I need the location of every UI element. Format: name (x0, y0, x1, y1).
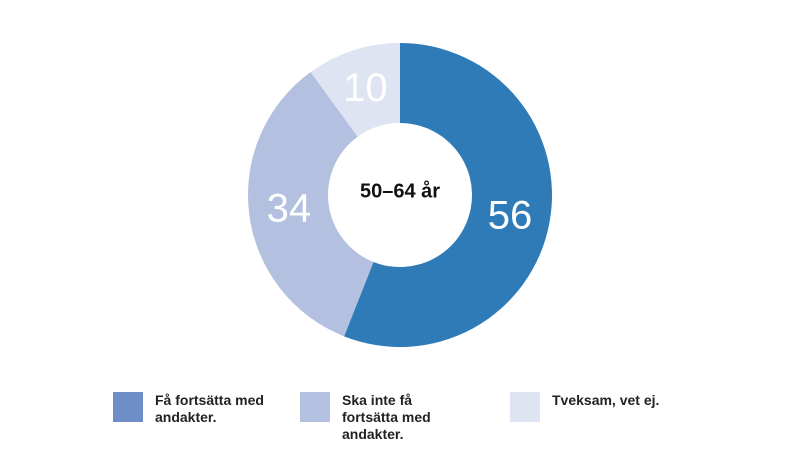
legend-item: Tveksam, vet ej. (510, 392, 677, 422)
center-label: 50–64 år (360, 179, 440, 202)
value-label: 10 (343, 66, 388, 110)
legend-label: Få fortsätta med andakter. (155, 392, 264, 425)
legend-item: Ska inte få fortsätta med andakter. (300, 392, 467, 443)
legend-swatch (300, 392, 330, 422)
donut-slice (248, 72, 374, 337)
legend-label: Ska inte få fortsätta med andakter. (342, 392, 431, 442)
value-label: 34 (267, 187, 312, 231)
legend-swatch (510, 392, 540, 422)
legend-label: Tveksam, vet ej. (552, 392, 660, 408)
value-label: 56 (488, 194, 533, 238)
legend-swatch (113, 392, 143, 422)
donut-slice (344, 43, 552, 347)
donut-slice (310, 43, 400, 137)
donut-chart: 56 34 10 50–64 år (248, 43, 552, 347)
legend-item: Få fortsätta med andakter. (113, 392, 280, 426)
